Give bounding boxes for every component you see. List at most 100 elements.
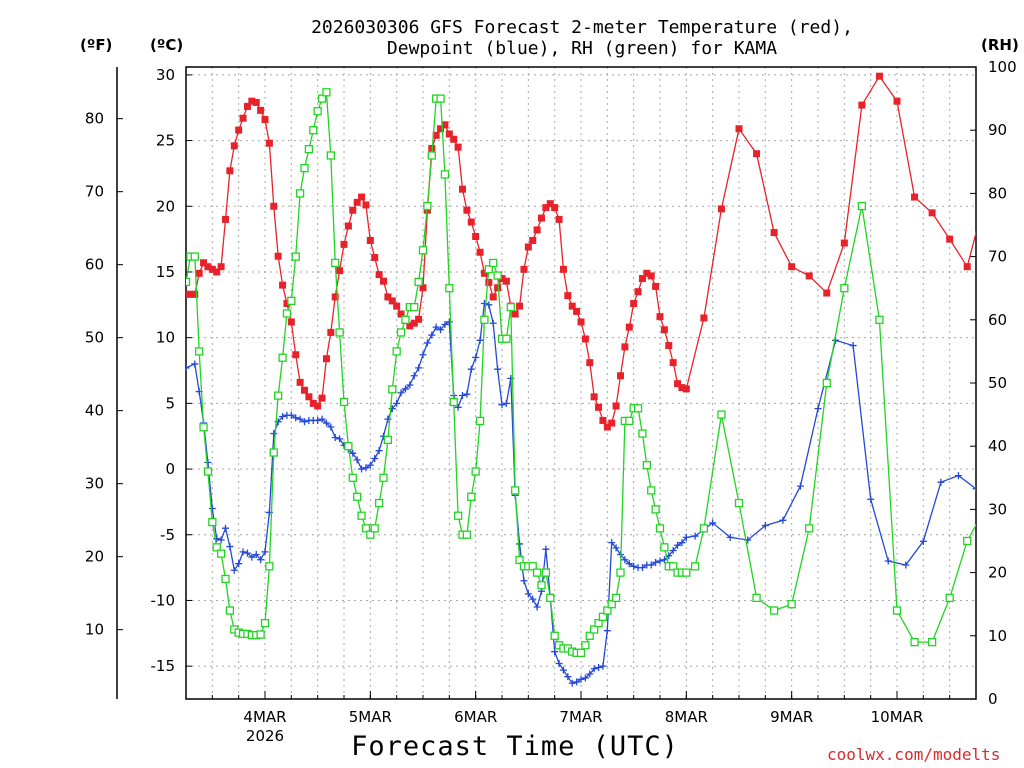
- dewpoint-marker: [814, 405, 822, 413]
- dewpoint-marker: [577, 675, 585, 683]
- rh-marker: [642, 461, 651, 470]
- 2-meter-temperature-marker: [608, 419, 616, 427]
- dewpoint-marker: [678, 539, 686, 547]
- 2-meter-temperature-marker: [344, 222, 352, 230]
- 2-meter-temperature-marker: [511, 310, 519, 318]
- 2-meter-temperature-marker: [393, 302, 401, 310]
- rh-tick-label: 70: [988, 248, 1007, 266]
- date-tick-label: 8MAR: [665, 708, 708, 726]
- rh-marker: [546, 593, 555, 603]
- 2-meter-temperature-marker: [770, 229, 778, 237]
- dewpoint-marker: [410, 372, 418, 380]
- dewpoint-marker: [432, 323, 440, 331]
- rh-marker: [598, 612, 608, 621]
- celsius-tick-label: 25: [156, 132, 175, 150]
- dewpoint-marker: [296, 415, 304, 423]
- dewpoint-marker: [990, 426, 997, 433]
- rh-marker: [638, 429, 647, 438]
- chart-title-line-1: 2026030306 GFS Forecast 2-meter Temperat…: [311, 17, 853, 38]
- 2-meter-temperature-marker: [564, 292, 572, 300]
- fahrenheit-tick-label: 70: [85, 183, 104, 201]
- rh-marker: [186, 277, 191, 287]
- dewpoint-marker: [568, 679, 576, 687]
- 2-meter-temperature-marker: [415, 315, 423, 323]
- 2-meter-temperature-marker: [270, 202, 278, 210]
- rh-marker: [541, 568, 551, 577]
- rh-marker: [348, 473, 357, 482]
- dewpoint-marker: [314, 416, 322, 424]
- dewpoint-marker: [358, 465, 366, 473]
- 2-meter-temperature-line: [186, 75, 976, 428]
- 2-meter-temperature-marker: [279, 281, 287, 289]
- 2-meter-temperature-marker: [265, 139, 273, 147]
- rh-marker: [383, 435, 393, 445]
- 2-meter-temperature-marker: [331, 293, 339, 301]
- rh-marker: [1016, 556, 1023, 563]
- series-group: [186, 72, 1023, 687]
- 2-meter-temperature-marker: [489, 293, 497, 301]
- source-credit[interactable]: coolwx.com/modelts: [827, 745, 1001, 764]
- rh-marker: [414, 277, 423, 287]
- 2-meter-temperature-marker: [595, 403, 603, 411]
- rh-tick-label: 30: [988, 500, 1007, 518]
- rh-marker: [682, 568, 691, 577]
- fahrenheit-tick-label: 60: [85, 256, 104, 274]
- dewpoint-marker: [445, 318, 453, 326]
- rh-marker: [805, 524, 814, 533]
- rh-marker: [633, 404, 643, 413]
- 2-meter-temperature-marker: [590, 393, 598, 401]
- rh-line: [186, 90, 976, 654]
- rh-marker: [295, 189, 305, 198]
- rh-tick-label: 90: [988, 121, 1007, 139]
- rh-marker: [453, 511, 463, 520]
- 2-meter-temperature-marker: [555, 215, 563, 223]
- fahrenheit-tick-label: 50: [85, 329, 104, 347]
- rh-marker: [787, 600, 796, 609]
- dewpoint-marker: [287, 411, 295, 419]
- dewpoint-marker: [779, 516, 787, 524]
- 2-meter-temperature-marker: [875, 72, 883, 80]
- dewpoint-marker: [709, 519, 717, 527]
- dewpoint-marker: [476, 336, 484, 344]
- rh-marker: [278, 353, 287, 362]
- dewpoint-marker: [467, 365, 475, 373]
- dewpoint-marker: [375, 447, 383, 455]
- dewpoint-marker: [217, 536, 225, 544]
- dewpoint-marker: [279, 413, 287, 421]
- dewpoint-marker: [388, 405, 396, 413]
- rh-tick-label: 50: [988, 374, 1007, 392]
- dewpoint-marker: [761, 522, 769, 530]
- 2-meter-temperature-marker: [230, 142, 238, 150]
- 2-meter-temperature-marker: [375, 271, 383, 279]
- 2-meter-temperature-marker: [248, 97, 256, 105]
- dewpoint-marker: [621, 556, 629, 564]
- rh-marker: [927, 637, 937, 647]
- 2-meter-temperature-marker: [682, 385, 690, 393]
- 2-meter-temperature-marker: [195, 269, 203, 277]
- rh-marker: [260, 619, 270, 628]
- dewpoint-marker: [498, 401, 506, 409]
- dewpoint-marker: [428, 331, 436, 339]
- rh-marker: [313, 107, 322, 116]
- rh-tick-label: 100: [988, 58, 1017, 76]
- rh-marker: [515, 555, 524, 565]
- rh-marker: [475, 416, 485, 426]
- 2-meter-temperature-marker: [674, 380, 682, 388]
- 2-meter-temperature-marker: [586, 359, 594, 367]
- rh-marker: [212, 543, 221, 552]
- 2-meter-temperature-marker: [494, 284, 502, 292]
- 2-meter-temperature-marker: [296, 378, 304, 386]
- rh-marker: [370, 524, 379, 533]
- rh-marker: [669, 562, 678, 571]
- dewpoint-marker: [502, 399, 510, 407]
- 2-meter-temperature-marker: [538, 214, 545, 222]
- celsius-tick-label: 15: [156, 263, 175, 281]
- dewpoint-marker: [507, 374, 515, 382]
- rh-marker: [594, 619, 603, 628]
- rh-marker: [857, 201, 867, 211]
- dewpoint-marker: [353, 456, 361, 464]
- 2-meter-temperature-marker: [573, 307, 581, 315]
- rh-tick-label: 10: [988, 627, 1007, 645]
- rh-tick-label: 20: [988, 564, 1007, 582]
- rh-marker: [190, 252, 199, 261]
